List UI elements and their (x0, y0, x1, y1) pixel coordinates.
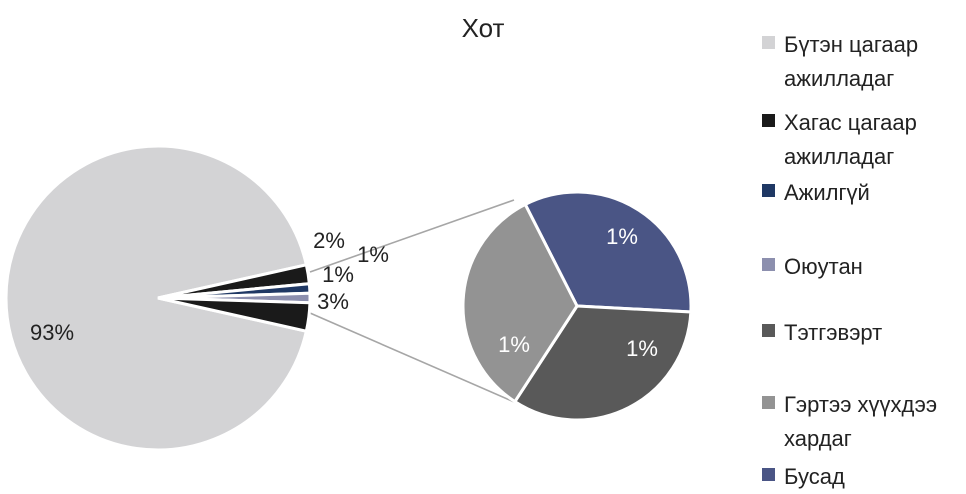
secondary-pie-slice-0 (523, 190, 693, 314)
legend-swatch (762, 468, 775, 481)
main-pie-label-1: 2% (313, 228, 345, 253)
main-pie-slice-4 (157, 296, 312, 333)
legend-swatch (762, 324, 775, 337)
secondary-pie-label-2: 1% (498, 332, 530, 357)
legend-swatch (762, 184, 775, 197)
legend-label: Хагас цагаар ажилладаг (784, 110, 917, 169)
legend-swatch (762, 36, 775, 49)
legend-item: Гэртээ хүүхдээ хардаг (762, 388, 966, 456)
main-pie-label-2: 1% (357, 242, 389, 267)
legend-label: Бусад (784, 464, 845, 489)
connector-line-top (309, 199, 515, 273)
legend-swatch (762, 258, 775, 271)
secondary-pie (461, 190, 693, 422)
legend-swatch (762, 114, 775, 127)
legend-swatch (762, 396, 775, 409)
main-pie-slice-0 (4, 144, 309, 452)
main-pie-label-4: 3% (317, 289, 349, 314)
legend-item: Оюутан (762, 250, 966, 284)
legend-item: Хагас цагаар ажилладаг (762, 106, 966, 174)
legend-item: Бүтэн цагаар ажилладаг (762, 28, 966, 96)
main-pie-label-3: 1% (322, 262, 354, 287)
data-labels: 93%2%1%1%3%1%1%1% (30, 224, 658, 361)
legend-item: Тэтгэвэрт (762, 316, 966, 350)
legend-item: Бусад (762, 460, 966, 494)
pie-connectors (309, 199, 529, 409)
secondary-pie-label-0: 1% (606, 224, 638, 249)
legend-label: Бүтэн цагаар ажилладаг (784, 32, 919, 91)
legend-label: Тэтгэвэрт (784, 320, 883, 345)
legend-item: Ажилгүй (762, 176, 966, 210)
legend-label: Ажилгүй (784, 180, 870, 205)
legend-label: Гэртээ хүүхдээ хардаг (784, 392, 938, 451)
main-pie (4, 144, 312, 452)
connector-line-bottom (309, 312, 529, 409)
main-pie-label-0: 93% (30, 320, 74, 345)
legend-label: Оюутан (784, 254, 863, 279)
chart-title: Хот (462, 13, 505, 43)
secondary-pie-label-1: 1% (626, 336, 658, 361)
secondary-pie-slice-2 (461, 202, 579, 404)
